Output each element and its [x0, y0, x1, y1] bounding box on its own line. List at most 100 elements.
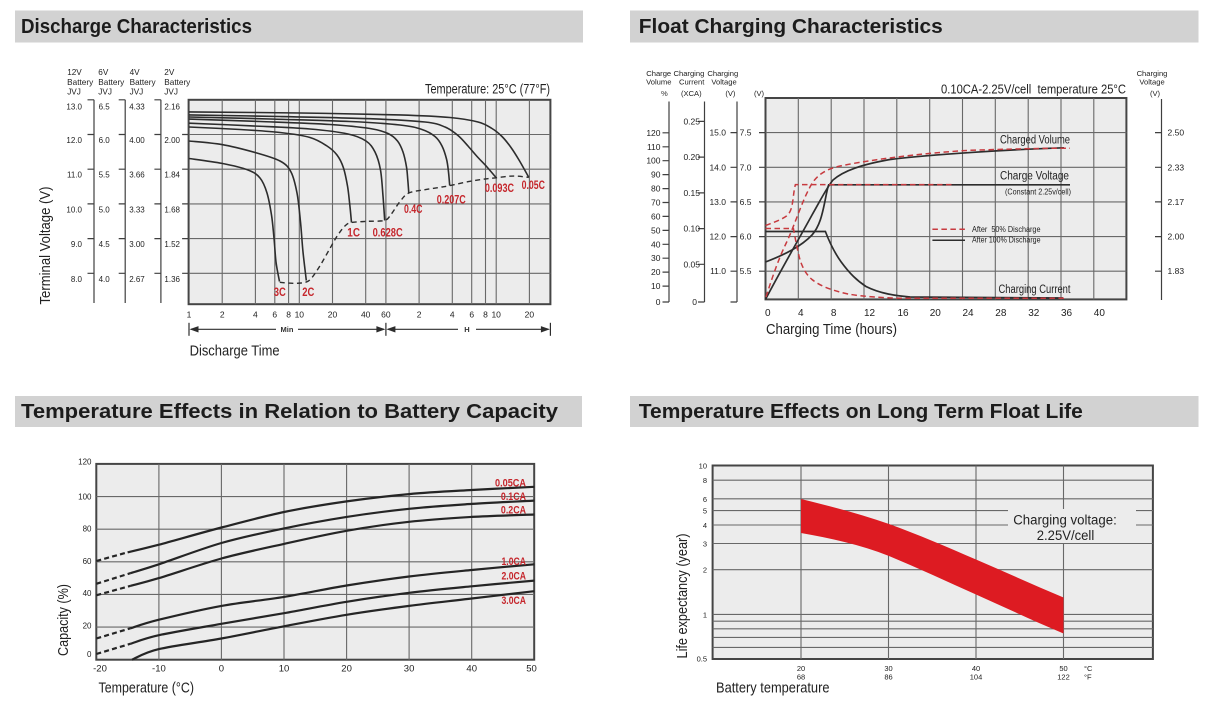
svg-text:(V): (V)	[725, 89, 736, 98]
svg-text:Battery: Battery	[67, 78, 94, 87]
svg-text:40: 40	[972, 664, 980, 673]
svg-text:Charging: Charging	[707, 69, 738, 78]
svg-text:0.2CA: 0.2CA	[501, 504, 526, 516]
svg-text:Charging: Charging	[673, 69, 704, 78]
svg-text:0.207C: 0.207C	[437, 195, 466, 207]
svg-text:20: 20	[930, 308, 942, 319]
svg-text:3: 3	[703, 540, 707, 549]
svg-text:5.0: 5.0	[99, 205, 111, 214]
svg-text:6.5: 6.5	[740, 197, 752, 207]
svg-text:Battery: Battery	[164, 78, 191, 87]
svg-text:12.0: 12.0	[709, 232, 726, 242]
svg-text:Battery: Battery	[130, 78, 157, 87]
svg-text:11.0: 11.0	[67, 171, 83, 180]
svg-text:4.5: 4.5	[99, 240, 111, 249]
svg-text:10: 10	[295, 310, 305, 320]
svg-text:(V): (V)	[754, 89, 765, 98]
svg-text:Discharge Characteristics: Discharge Characteristics	[21, 15, 252, 38]
svg-text:8: 8	[483, 310, 488, 320]
svg-text:6.0: 6.0	[740, 232, 752, 242]
svg-text:30: 30	[404, 664, 415, 675]
svg-text:6: 6	[469, 310, 474, 320]
svg-text:40: 40	[1094, 308, 1106, 319]
svg-text:0.05: 0.05	[683, 259, 700, 269]
svg-text:6: 6	[703, 495, 707, 504]
svg-text:0.10CA-2.25V/cell temperature: 0.10CA-2.25V/cell temperature 25°C	[941, 82, 1126, 97]
svg-text:2.67: 2.67	[129, 275, 145, 284]
svg-text:30: 30	[651, 253, 661, 263]
svg-text:7.0: 7.0	[740, 162, 752, 172]
svg-text:6.5: 6.5	[99, 103, 111, 112]
svg-text:4.0: 4.0	[99, 275, 111, 284]
svg-text:3.33: 3.33	[129, 205, 145, 214]
svg-text:°F: °F	[1084, 672, 1092, 681]
svg-text:0.15: 0.15	[683, 188, 700, 198]
svg-text:8: 8	[703, 476, 707, 485]
svg-text:80: 80	[83, 525, 92, 534]
svg-text:After 50% Discharge: After 50% Discharge	[972, 224, 1041, 234]
svg-text:1.84: 1.84	[164, 171, 180, 180]
svg-text:11.0: 11.0	[710, 266, 726, 276]
svg-text:40: 40	[466, 664, 477, 675]
svg-text:1.36: 1.36	[164, 275, 180, 284]
svg-text:JVJ: JVJ	[67, 88, 81, 97]
svg-text:Temperature Effects on Long Te: Temperature Effects on Long Term Float L…	[639, 400, 1083, 423]
svg-text:Charging: Charging	[1137, 69, 1168, 78]
svg-text:3.00: 3.00	[129, 240, 145, 249]
svg-text:20: 20	[525, 310, 535, 320]
svg-text:120: 120	[646, 128, 660, 138]
svg-text:40: 40	[651, 239, 661, 249]
svg-text:Temperature (°C): Temperature (°C)	[99, 680, 195, 697]
svg-text:Volume: Volume	[646, 78, 671, 87]
svg-text:122: 122	[1057, 672, 1070, 681]
svg-text:80: 80	[651, 184, 661, 194]
svg-text:4: 4	[253, 310, 258, 320]
svg-text:Discharge Time: Discharge Time	[190, 343, 280, 360]
svg-text:4: 4	[450, 310, 455, 320]
svg-text:120: 120	[78, 457, 92, 466]
svg-text:Current: Current	[679, 78, 705, 87]
svg-text:2.33: 2.33	[1168, 162, 1185, 172]
svg-text:Terminal Voltage (V): Terminal Voltage (V)	[37, 186, 54, 304]
svg-text:2.17: 2.17	[1168, 197, 1185, 207]
svg-text:20: 20	[83, 621, 92, 630]
svg-text:4V: 4V	[130, 68, 141, 77]
svg-text:10: 10	[491, 310, 501, 320]
svg-text:1.68: 1.68	[164, 205, 180, 214]
svg-text:2.00: 2.00	[1168, 232, 1185, 242]
svg-text:4.00: 4.00	[129, 136, 145, 145]
svg-text:4.33: 4.33	[129, 103, 145, 112]
svg-text:9.0: 9.0	[71, 240, 83, 249]
svg-text:13.0: 13.0	[66, 103, 82, 112]
svg-text:Charging voltage:: Charging voltage:	[1013, 513, 1117, 528]
svg-text:2C: 2C	[302, 287, 314, 299]
svg-text:2.00: 2.00	[164, 136, 180, 145]
svg-text:3.66: 3.66	[129, 171, 145, 180]
svg-text:JVJ: JVJ	[98, 88, 112, 97]
svg-text:-10: -10	[152, 664, 166, 675]
svg-text:0.1CA: 0.1CA	[501, 491, 526, 503]
svg-text:10: 10	[699, 462, 707, 471]
svg-text:3.0CA: 3.0CA	[502, 595, 527, 607]
svg-text:(V): (V)	[1150, 89, 1161, 98]
svg-text:104: 104	[970, 672, 983, 681]
svg-text:4: 4	[798, 308, 804, 319]
svg-text:2: 2	[220, 310, 225, 320]
svg-text:2: 2	[417, 310, 422, 320]
svg-text:10: 10	[279, 664, 290, 675]
svg-text:2V: 2V	[164, 68, 175, 77]
svg-text:0.5: 0.5	[697, 655, 707, 664]
svg-text:Battery: Battery	[98, 78, 125, 87]
svg-text:36: 36	[1061, 308, 1073, 319]
svg-text:0: 0	[765, 308, 771, 319]
svg-text:JVJ: JVJ	[164, 88, 178, 97]
svg-text:Voltage: Voltage	[1139, 78, 1164, 87]
svg-text:After 100% Discharge: After 100% Discharge	[972, 234, 1041, 244]
svg-text:68: 68	[797, 672, 805, 681]
svg-text:5.5: 5.5	[99, 171, 111, 180]
svg-text:12V: 12V	[67, 68, 82, 77]
svg-text:20: 20	[328, 310, 338, 320]
svg-text:5.5: 5.5	[740, 266, 752, 276]
svg-text:13.0: 13.0	[709, 197, 726, 207]
svg-text:Battery temperature: Battery temperature	[716, 680, 830, 697]
